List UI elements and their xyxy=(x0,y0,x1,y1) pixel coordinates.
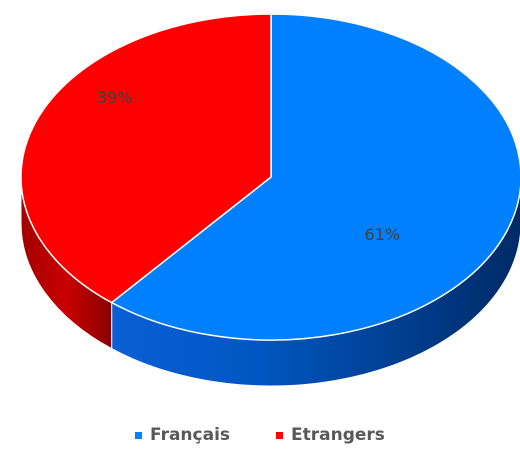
legend-label-etrangers: Etrangers xyxy=(291,425,385,445)
legend-label-francais: Français xyxy=(150,425,231,445)
data-label-francais: 61% xyxy=(365,225,401,244)
legend-item-francais: Français xyxy=(135,424,230,446)
legend: Français Etrangers xyxy=(0,424,520,446)
legend-item-etrangers: Etrangers xyxy=(276,424,385,446)
pie-slice-etrangers xyxy=(20,13,272,304)
legend-swatch-etrangers xyxy=(276,431,284,439)
legend-swatch-francais xyxy=(135,431,143,439)
pie-slice-francais xyxy=(110,13,520,341)
data-label-etrangers: 39% xyxy=(97,88,133,107)
